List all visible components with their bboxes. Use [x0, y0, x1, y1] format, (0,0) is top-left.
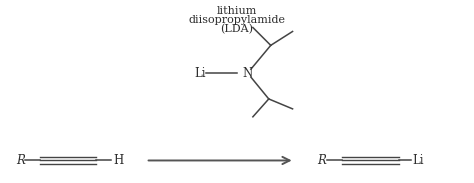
Text: (LDA): (LDA) [220, 24, 254, 34]
Text: Li: Li [413, 154, 424, 167]
Text: lithium: lithium [217, 6, 257, 16]
Text: Li: Li [194, 67, 206, 80]
Text: H: H [113, 154, 123, 167]
Text: N: N [242, 67, 252, 80]
Text: R: R [318, 154, 326, 167]
Text: R: R [16, 154, 25, 167]
Text: diisopropylamide: diisopropylamide [189, 15, 285, 25]
